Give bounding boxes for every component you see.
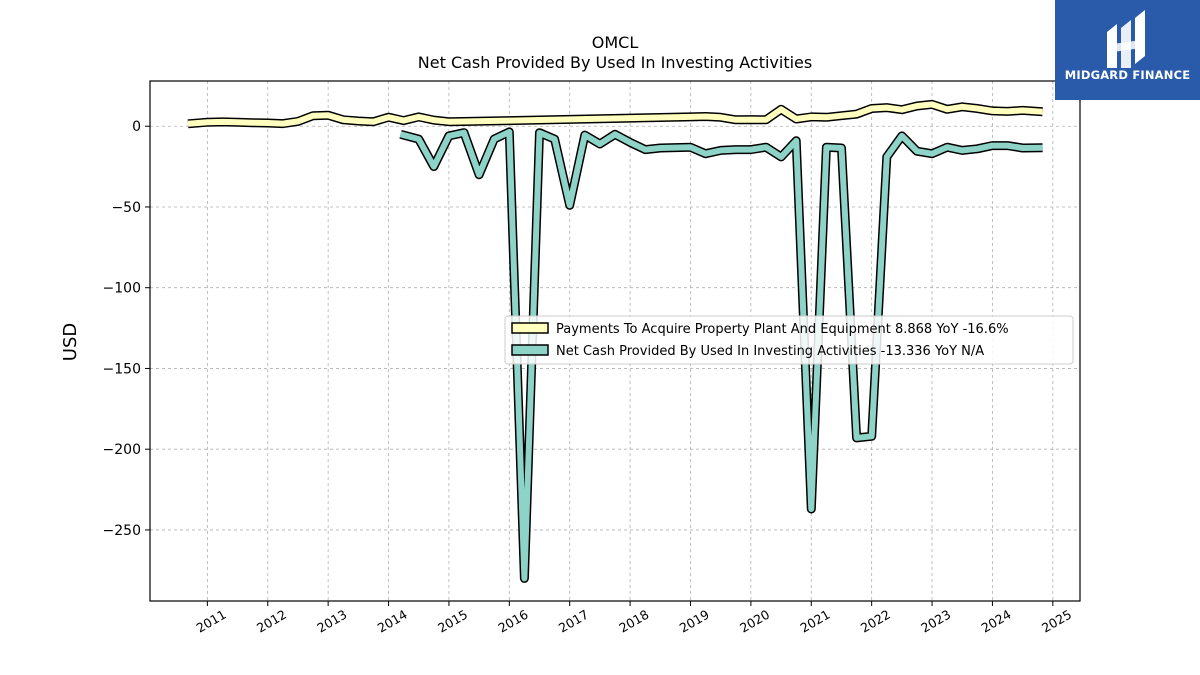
series-line-1	[399, 128, 1043, 582]
y-axis: 0 −50 −100 −150 −200 −250	[103, 119, 150, 539]
x-tick-label: 2013	[314, 607, 349, 636]
brand-logo: MIDGARD FINANCE	[1055, 0, 1200, 100]
chart-title: OMCL	[592, 33, 639, 52]
x-axis: 2011 2012 2013 2014 2015 2016 2017 2018 2019 2020…	[194, 601, 1074, 636]
x-tick-label: 2014	[375, 607, 410, 636]
y-tick-label: −200	[103, 442, 141, 458]
y-axis-label: USD	[60, 323, 81, 361]
x-tick-label: 2022	[858, 607, 893, 636]
x-tick-label: 2017	[556, 607, 591, 636]
midgard-logo-icon	[1107, 10, 1145, 68]
series-line-0	[187, 101, 1043, 127]
x-tick-label: 2018	[616, 607, 651, 636]
series-layer	[187, 99, 1043, 583]
x-tick-label: 2012	[254, 607, 289, 636]
x-tick-label: 2024	[979, 607, 1014, 636]
x-tick-label: 2011	[194, 607, 229, 636]
x-tick-label: 2023	[918, 607, 953, 636]
x-tick-label: 2021	[797, 607, 832, 636]
x-tick-label: 2020	[737, 607, 772, 636]
x-tick-label: 2016	[496, 607, 531, 636]
legend: Payments To Acquire Property Plant And E…	[504, 315, 1074, 365]
legend-swatch-investing	[511, 344, 549, 356]
chart-subtitle: Net Cash Provided By Used In Investing A…	[418, 53, 812, 72]
brand-name: MIDGARD FINANCE	[1064, 68, 1191, 82]
y-tick-label: −250	[103, 523, 141, 539]
y-tick-label: 0	[132, 119, 141, 135]
x-tick-label: 2015	[435, 607, 470, 636]
legend-entry-investing: Net Cash Provided By Used In Investing A…	[556, 344, 984, 359]
legend-swatch-capex	[511, 322, 549, 334]
legend-entry-capex: Payments To Acquire Property Plant And E…	[556, 322, 1009, 337]
y-tick-label: −50	[111, 200, 141, 216]
plot-frame	[149, 80, 1081, 602]
x-tick-label: 2019	[677, 607, 712, 636]
y-tick-label: −150	[103, 361, 141, 377]
x-tick-label: 2025	[1039, 607, 1074, 636]
legend-box	[504, 315, 1074, 365]
y-tick-label: −100	[103, 281, 141, 297]
